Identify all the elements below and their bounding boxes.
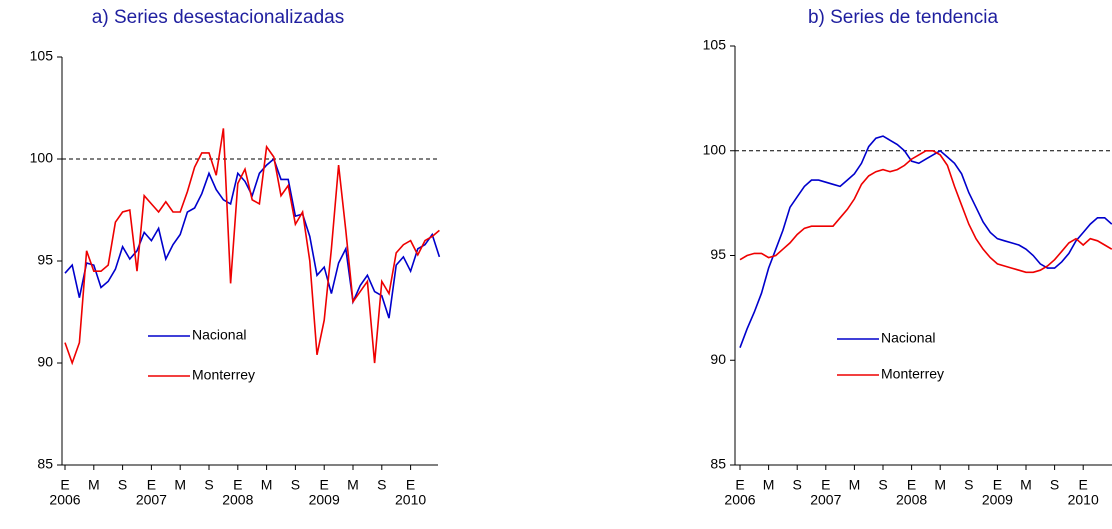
x-tick-label: M — [347, 477, 359, 493]
year-label: 2008 — [896, 492, 927, 508]
x-tick-label: S — [204, 477, 213, 493]
y-tick-label: 100 — [30, 150, 54, 166]
year-label: 2010 — [395, 492, 426, 508]
y-tick-label: 105 — [30, 48, 54, 64]
series-line — [739, 150, 1112, 274]
year-label: 2007 — [136, 492, 167, 508]
x-tick-label: S — [964, 477, 973, 493]
legend-label: Nacional — [881, 330, 935, 346]
x-tick-label: M — [849, 477, 861, 493]
x-tick-label: M — [1020, 477, 1032, 493]
x-tick-label: E — [406, 477, 415, 493]
x-tick-label: S — [878, 477, 887, 493]
year-label: 2008 — [222, 492, 253, 508]
year-label: 2006 — [49, 492, 80, 508]
legend-label: Monterrey — [881, 366, 944, 382]
legend-label: Monterrey — [192, 367, 255, 383]
y-tick-label: 90 — [37, 354, 53, 370]
y-tick-label: 85 — [37, 456, 53, 472]
x-tick-label: E — [735, 477, 744, 493]
series-line — [64, 128, 440, 366]
chart-title: a) Series desestacionalizadas — [92, 7, 344, 28]
x-tick-label: S — [1050, 477, 1059, 493]
y-tick-label: 105 — [703, 37, 727, 53]
series-line — [739, 135, 1112, 348]
y-tick-label: 95 — [37, 252, 53, 268]
year-label: 2009 — [982, 492, 1013, 508]
x-tick-label: E — [320, 477, 329, 493]
x-tick-label: E — [907, 477, 916, 493]
x-tick-label: E — [147, 477, 156, 493]
y-tick-label: 85 — [710, 456, 726, 472]
x-tick-label: S — [793, 477, 802, 493]
year-label: 2006 — [724, 492, 755, 508]
y-tick-label: 100 — [703, 141, 727, 157]
x-tick-label: M — [261, 477, 273, 493]
y-tick-label: 90 — [710, 351, 726, 367]
series-line — [64, 157, 441, 319]
legend-label: Nacional — [192, 327, 246, 343]
x-tick-label: E — [60, 477, 69, 493]
x-tick-label: M — [934, 477, 946, 493]
x-tick-label: E — [821, 477, 830, 493]
x-tick-label: E — [993, 477, 1002, 493]
y-tick-label: 95 — [710, 246, 726, 262]
x-tick-label: S — [377, 477, 386, 493]
x-tick-label: S — [291, 477, 300, 493]
x-tick-label: E — [233, 477, 242, 493]
year-label: 2007 — [810, 492, 841, 508]
chart-title: b) Series de tendencia — [808, 7, 999, 28]
x-tick-label: M — [174, 477, 186, 493]
year-label: 2009 — [309, 492, 340, 508]
x-tick-label: S — [118, 477, 127, 493]
year-label: 2010 — [1068, 492, 1099, 508]
x-tick-label: M — [88, 477, 100, 493]
x-tick-label: E — [1079, 477, 1088, 493]
x-tick-label: M — [763, 477, 775, 493]
